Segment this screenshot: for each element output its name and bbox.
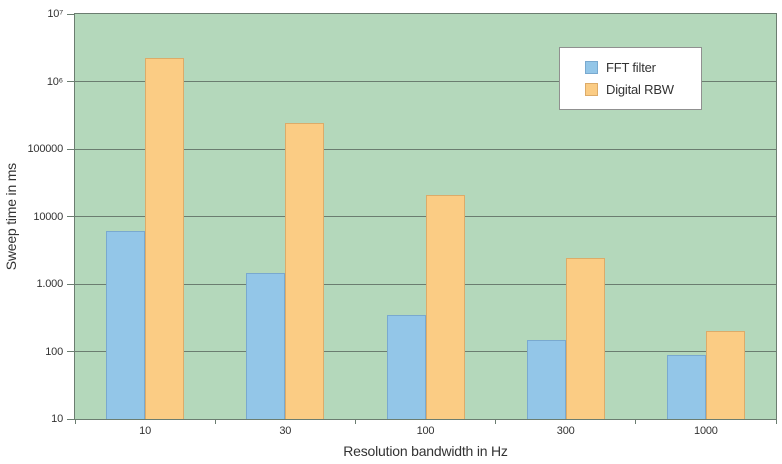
- legend-item-fft-filter: FFT filter: [585, 60, 701, 75]
- x-axis-title: Resolution bandwidth in Hz: [343, 443, 508, 459]
- x-tick-label: 30: [279, 425, 292, 437]
- y-tick-label: 10⁶: [46, 75, 63, 88]
- bar-fft-filter-1000: [666, 354, 706, 419]
- x-tick-mark: [775, 420, 777, 424]
- bar-fft-filter-100: [386, 314, 426, 419]
- y-tick-mark: [67, 81, 74, 82]
- y-tick-mark: [67, 13, 74, 15]
- x-tick-label: 10: [139, 425, 152, 437]
- y-tick-label: 100: [45, 345, 63, 358]
- y-tick-label: 10: [51, 413, 63, 425]
- bar-digital-rbw-1000: [705, 331, 745, 419]
- x-tick-mark: [495, 420, 497, 424]
- bar-fft-filter-300: [526, 339, 566, 419]
- gridline: [75, 81, 776, 82]
- y-tick-mark: [67, 148, 74, 150]
- y-tick-mark: [67, 216, 74, 217]
- legend-swatch-digital-rbw: [585, 83, 598, 96]
- y-tick-label: 10⁷: [47, 8, 63, 20]
- bar-fft-filter-10: [106, 231, 146, 419]
- gridline: [75, 148, 776, 150]
- bar-digital-rbw-300: [565, 258, 605, 419]
- y-tick-label: 100000: [27, 143, 63, 155]
- y-tick-label: 1.000: [36, 278, 63, 290]
- legend-item-digital-rbw: Digital RBW: [585, 82, 701, 97]
- x-tick-label: 100: [416, 425, 435, 437]
- bar-digital-rbw-100: [425, 194, 465, 419]
- bar-digital-rbw-30: [285, 123, 325, 419]
- x-tick-mark: [214, 420, 216, 424]
- x-tick-mark: [635, 420, 637, 424]
- y-tick-mark: [67, 418, 74, 420]
- y-tick-label: 10000: [33, 210, 63, 223]
- bar-digital-rbw-10: [145, 58, 185, 419]
- x-tick-mark: [354, 420, 356, 424]
- y-tick-mark: [67, 283, 74, 285]
- x-tick-label: 1000: [694, 425, 718, 437]
- legend-label-fft-filter: FFT filter: [606, 60, 656, 75]
- legend: FFT filter Digital RBW: [559, 47, 702, 110]
- x-tick-label: 300: [556, 425, 575, 437]
- bar-fft-filter-30: [246, 273, 286, 419]
- x-tick-mark: [74, 420, 76, 424]
- legend-swatch-fft-filter: [585, 61, 598, 74]
- y-tick-mark: [67, 351, 74, 352]
- legend-label-digital-rbw: Digital RBW: [606, 82, 674, 97]
